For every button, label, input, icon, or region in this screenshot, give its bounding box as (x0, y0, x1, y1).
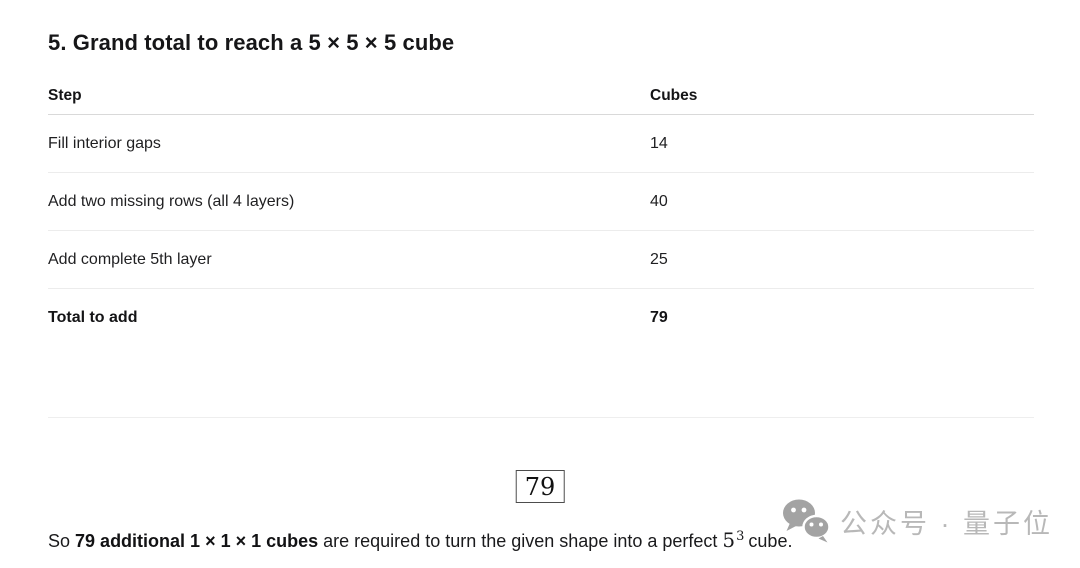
table-row: Add complete 5th layer 25 (48, 231, 1034, 289)
boxed-answer: 79 (515, 470, 565, 503)
step-cell: Add complete 5th layer (48, 250, 212, 268)
conclusion-sentence: So 79 additional 1 × 1 × 1 cubes are req… (48, 528, 792, 556)
column-header-cubes: Cubes (650, 87, 698, 104)
watermark: 公众号 · 量子位 (782, 498, 1053, 549)
horizontal-divider (48, 417, 1034, 418)
step-cell: Add two missing rows (all 4 layers) (48, 192, 295, 210)
conclusion-prefix: So (48, 531, 76, 551)
cubes-cell: 79 (650, 309, 668, 326)
conclusion-suffix: cube. (743, 531, 793, 551)
math-exponent: 3 (736, 529, 745, 544)
cubes-cell: 40 (650, 192, 668, 210)
math-base: 5 (722, 528, 736, 552)
cubes-cell: 14 (650, 134, 668, 152)
table-row: Fill interior gaps 14 (48, 115, 1034, 173)
table-header-row: Step Cubes (48, 78, 1034, 115)
steps-table: Step Cubes Fill interior gaps 14 Add two… (48, 78, 1034, 347)
wechat-icon (782, 498, 832, 549)
table-row: Add two missing rows (all 4 layers) 40 (48, 173, 1034, 231)
step-cell: Total to add (48, 309, 138, 326)
column-header-step: Step (48, 87, 82, 104)
step-cell: Fill interior gaps (48, 134, 161, 152)
cubes-cell: 25 (650, 250, 668, 268)
table-row-total: Total to add 79 (48, 289, 1034, 347)
watermark-text: 公众号 · 量子位 (840, 508, 1053, 539)
conclusion-bold-phrase: 79 additional 1 × 1 × 1 cubes (75, 531, 319, 551)
section-title: 5. Grand total to reach a 5 × 5 × 5 cube (48, 30, 455, 55)
math-power-term: 53 (722, 528, 745, 552)
conclusion-middle: are required to turn the given shape int… (318, 531, 723, 551)
